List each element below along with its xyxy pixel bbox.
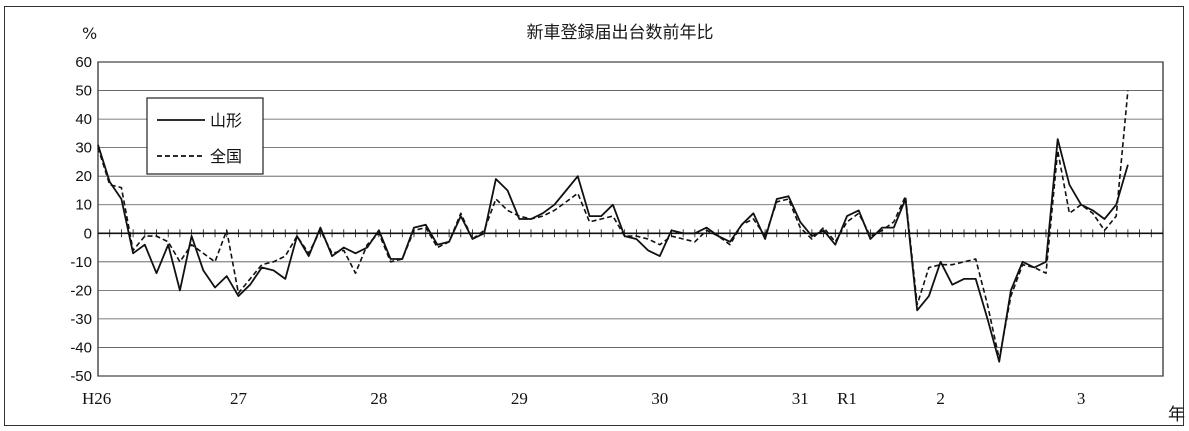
x-tick-label: 28	[370, 389, 387, 408]
legend-label: 全国	[210, 147, 242, 166]
legend-label: 山形	[210, 111, 242, 130]
chart-frame	[4, 6, 1184, 426]
x-tick-label: R1	[837, 389, 857, 408]
y-tick-label: -20	[70, 282, 92, 299]
x-tick-label: H26	[82, 389, 111, 408]
y-tick-label: -40	[70, 339, 92, 356]
y-tick-label: -50	[70, 368, 92, 385]
y-tick-label: -30	[70, 311, 92, 328]
y-tick-label: 50	[75, 83, 92, 100]
y-tick-label: 0	[84, 225, 92, 242]
y-tick-label: 20	[75, 168, 92, 185]
x-tick-label: 31	[792, 389, 809, 408]
chart-title: 新車登録届出台数前年比	[526, 23, 714, 43]
y-tick-label: 30	[75, 140, 92, 157]
x-tick-label: 29	[511, 389, 528, 408]
y-tick-label: 60	[75, 54, 92, 71]
x-tick-label: 3	[1077, 389, 1086, 408]
x-tick-label: 27	[230, 389, 248, 408]
series-line-yamagata	[97, 138, 1129, 363]
y-tick-label: 10	[75, 197, 92, 214]
x-tick-label: 30	[651, 389, 668, 408]
legend-box	[146, 97, 264, 175]
y-tick-label: -10	[70, 254, 92, 271]
y-tick-label: 40	[75, 111, 92, 128]
x-axis-label: 年	[1168, 405, 1185, 424]
x-tick-label: 2	[936, 389, 945, 408]
y-unit-label: %	[82, 24, 98, 43]
